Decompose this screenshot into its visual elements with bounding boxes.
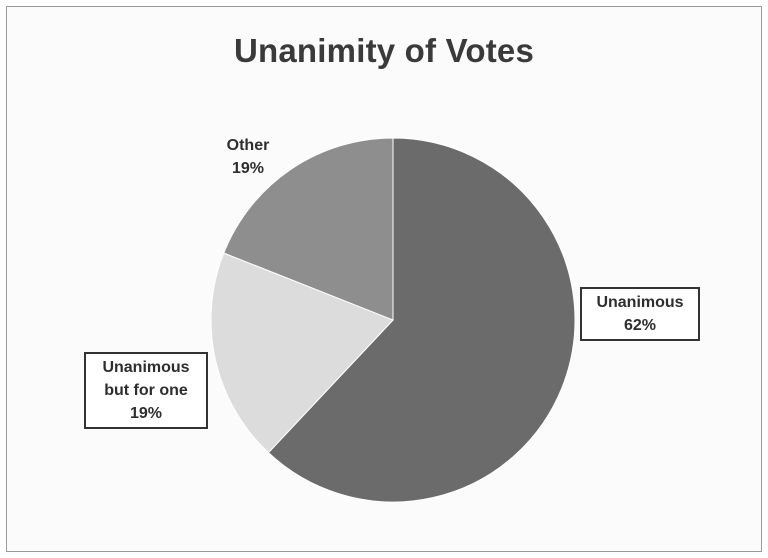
pie-slice-other (223, 137, 394, 321)
slice-label-unanimous: Unanimous 62% (580, 287, 700, 341)
slice-category: Other (226, 137, 270, 154)
slice-label-unanimous-but-for-one: Unanimous but for one 19% (84, 352, 208, 429)
pie-slice-unanimous (267, 137, 576, 503)
slice-percent: 19% (129, 405, 163, 422)
chart-title: Unanimity of Votes (233, 32, 535, 69)
slice-category: but for one (104, 382, 188, 399)
slice-category: Unanimous (596, 294, 684, 311)
slice-label-other: Other 19% (210, 134, 286, 180)
slice-percent: 19% (231, 160, 265, 177)
pie-slice-unanimous-but-for-one (210, 252, 394, 454)
slice-category: Unanimous (102, 359, 190, 376)
slice-percent: 62% (623, 317, 657, 334)
